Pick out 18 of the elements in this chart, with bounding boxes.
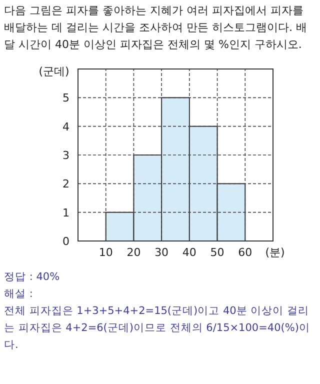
x-tick-label: 20 [126, 246, 141, 259]
y-tick-label: 1 [62, 206, 70, 220]
text: 해설 : [4, 287, 34, 302]
x-tick-label: 10 [98, 246, 113, 259]
y-axis-title: (군데) [38, 65, 70, 78]
chart-title: 다음 그림은 피자를 좋아하는 지혜가 여러 피자집에서 피자를 배달하는 데 걸리는 시간을 조사하여 만든 히스토그램이다. 배달 시간이 40분 이상인 피자집은 전체의 몇 %인지 구하시오. [3, 3, 308, 53]
x-axis-title: (분) [265, 246, 285, 259]
text: 정답 : 40% [4, 270, 61, 285]
y-tick-label: 5 [62, 92, 70, 105]
y-tick-label: 4 [62, 120, 70, 134]
x-tick-label: 30 [154, 246, 169, 259]
text: 전체 피자집은 1+3+5+4+2=15(군데)이고 40분 이상이 걸리는 피자집은 4+2=6(군데)이므로 전체의 6/15×100=40(%)이다. [4, 304, 311, 353]
x-tick-label: 60 [238, 246, 252, 259]
x-tick-label: 40 [182, 246, 196, 259]
y-tick-label: 3 [62, 149, 70, 162]
y-tick-label: 2 [62, 178, 70, 191]
y-tick-label: 0 [62, 235, 70, 248]
x-tick-label: 50 [210, 246, 224, 259]
